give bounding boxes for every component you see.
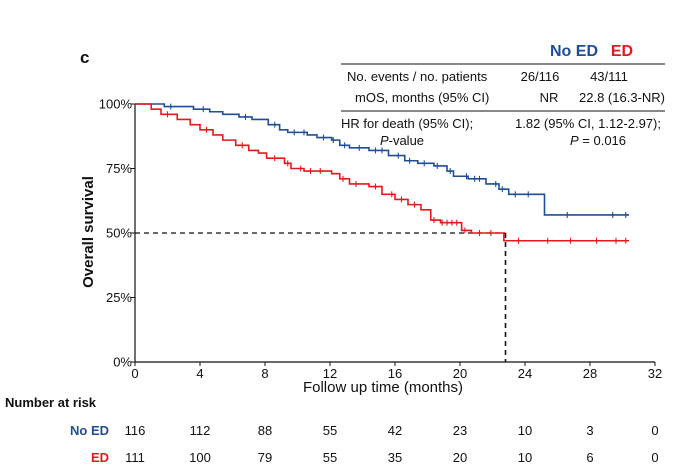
- x-tick-label: 32: [648, 366, 662, 381]
- risk-value: 100: [189, 450, 211, 465]
- x-tick-label: 28: [583, 366, 597, 381]
- risk-table: Number at risk No ED 116 112 88 55 42 23 10 3 0 ED…: [5, 395, 659, 465]
- risk-value: 79: [258, 450, 272, 465]
- risk-value: 112: [190, 423, 211, 438]
- stats-header-ed: ED: [611, 43, 633, 60]
- risk-value: 55: [323, 450, 337, 465]
- stats-row-events-no-ed: 26/116: [521, 69, 560, 84]
- risk-value: 0: [651, 423, 658, 438]
- stats-row-events-label: No. events / no. patients: [347, 69, 488, 84]
- stats-row-mos-ed: 22.8 (16.3-NR): [579, 90, 665, 105]
- panel-label: c: [80, 48, 89, 67]
- x-tick-label: 20: [453, 366, 467, 381]
- risk-value: 3: [586, 423, 593, 438]
- risk-value: 23: [453, 423, 467, 438]
- risk-value: 20: [453, 450, 467, 465]
- y-tick-label: 75%: [106, 161, 132, 176]
- risk-value: 10: [518, 423, 532, 438]
- stats-row-mos-no-ed: NR: [540, 90, 559, 105]
- y-tick-label: 25%: [106, 290, 132, 305]
- x-axis-label: Follow up time (months): [303, 379, 463, 396]
- risk-row-label: ED: [91, 450, 109, 465]
- y-tick-label: 100%: [99, 97, 133, 112]
- y-axis-label: Overall survival: [80, 176, 97, 288]
- risk-value: 6: [586, 450, 593, 465]
- risk-value: 111: [125, 450, 145, 465]
- risk-value: 55: [323, 423, 337, 438]
- y-tick-label: 0%: [113, 355, 132, 370]
- risk-value: 35: [388, 450, 402, 465]
- median-survival-lines: [135, 232, 507, 362]
- stats-table: No ED ED No. events / no. patients 26/11…: [341, 43, 665, 148]
- risk-value: 10: [518, 450, 532, 465]
- survival-curve-ed: [135, 103, 629, 242]
- y-tick-label: 50%: [106, 226, 132, 241]
- x-tick-label: 0: [131, 366, 138, 381]
- stats-p-value: P = 0.016: [570, 133, 626, 148]
- x-tick-label: 12: [323, 366, 337, 381]
- stats-header-no-ed: No ED: [550, 43, 598, 60]
- risk-value: 0: [651, 450, 658, 465]
- risk-row-label: No ED: [70, 423, 109, 438]
- risk-value: 88: [258, 423, 272, 438]
- survival-curves: [135, 103, 629, 244]
- stats-row-mos-label: mOS, months (95% CI): [355, 90, 489, 105]
- x-tick-label: 24: [518, 366, 532, 381]
- stats-pvalue-label: P-value: [380, 133, 424, 148]
- x-tick-label: 8: [261, 366, 268, 381]
- x-tick-label: 16: [388, 366, 402, 381]
- risk-table-title: Number at risk: [5, 395, 97, 410]
- risk-value: 42: [388, 423, 402, 438]
- risk-value: 116: [125, 423, 146, 438]
- stats-hr-value: 1.82 (95% CI, 1.12-2.97);: [515, 116, 661, 131]
- stats-hr-label: HR for death (95% CI);: [341, 116, 473, 131]
- x-tick-label: 4: [196, 366, 203, 381]
- stats-row-events-ed: 43/111: [590, 69, 628, 84]
- y-ticks: 0% 25% 50% 75% 100%: [99, 97, 135, 370]
- x-ticks: 0 4 8 12 16 20 24 28 32: [131, 362, 662, 381]
